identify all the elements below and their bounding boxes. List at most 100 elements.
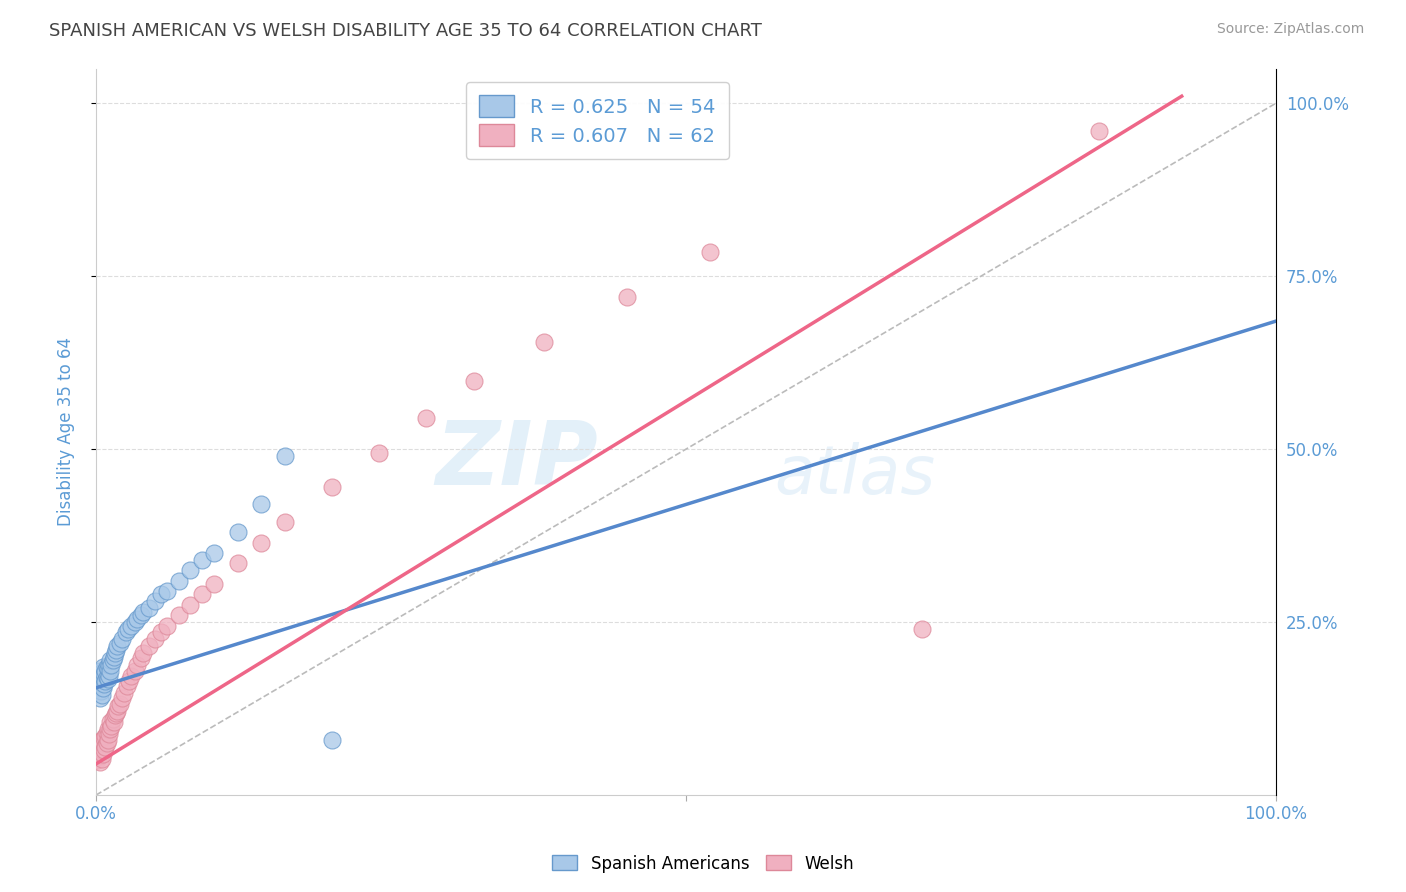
Point: [96, 660, 118, 674]
Point: [87, 677, 110, 691]
Point: [415, 411, 437, 425]
Point: [167, 608, 190, 623]
Point: [91, 747, 114, 761]
Point: [90, 747, 112, 762]
Point: [97, 732, 120, 747]
Point: [96, 736, 118, 750]
Point: [616, 290, 638, 304]
Point: [118, 673, 141, 688]
Point: [86, 743, 108, 757]
Point: [274, 449, 297, 463]
Point: [90, 688, 112, 702]
Point: [90, 684, 112, 698]
Point: [112, 686, 135, 700]
Point: [250, 535, 273, 549]
Point: [90, 732, 112, 747]
Point: [138, 640, 160, 654]
Point: [89, 755, 111, 769]
Point: [90, 667, 112, 681]
Point: [179, 563, 201, 577]
Point: [129, 608, 152, 623]
Point: [90, 752, 112, 766]
Point: [90, 738, 112, 752]
Point: [111, 632, 134, 647]
Point: [86, 754, 108, 768]
Point: [699, 244, 721, 259]
Point: [94, 739, 117, 754]
Point: [191, 553, 214, 567]
Point: [87, 739, 110, 754]
Point: [89, 664, 111, 678]
Point: [167, 574, 190, 588]
Point: [91, 660, 114, 674]
Point: [191, 587, 214, 601]
Point: [226, 556, 249, 570]
Point: [143, 632, 166, 647]
Point: [120, 669, 142, 683]
Point: [105, 642, 128, 657]
Point: [104, 708, 127, 723]
Point: [103, 649, 125, 664]
Point: [97, 662, 120, 676]
Point: [100, 657, 122, 672]
Point: [93, 677, 115, 691]
Point: [94, 673, 117, 688]
Point: [91, 670, 114, 684]
Point: [274, 515, 297, 529]
Point: [98, 653, 121, 667]
Point: [90, 743, 112, 757]
Point: [132, 646, 155, 660]
Point: [105, 704, 128, 718]
Point: [100, 719, 122, 733]
Point: [138, 601, 160, 615]
Point: [127, 612, 149, 626]
Text: ZIP: ZIP: [434, 417, 598, 504]
Point: [101, 712, 124, 726]
Point: [202, 577, 225, 591]
Point: [226, 525, 249, 540]
Point: [132, 605, 155, 619]
Point: [114, 625, 136, 640]
Point: [104, 646, 127, 660]
Point: [98, 664, 121, 678]
Point: [93, 743, 115, 757]
Point: [533, 334, 555, 349]
Point: [127, 657, 149, 672]
Point: [149, 625, 172, 640]
Point: [94, 664, 117, 678]
Point: [98, 715, 121, 730]
Text: atlas: atlas: [775, 442, 935, 508]
Text: Source: ZipAtlas.com: Source: ZipAtlas.com: [1216, 22, 1364, 37]
Point: [111, 691, 134, 706]
Point: [117, 622, 139, 636]
Point: [96, 670, 118, 684]
Point: [94, 729, 117, 743]
Point: [97, 672, 120, 686]
Point: [98, 669, 121, 683]
Point: [90, 665, 112, 679]
Point: [89, 691, 111, 706]
Point: [107, 699, 129, 714]
Legend: Spanish Americans, Welsh: Spanish Americans, Welsh: [546, 848, 860, 880]
Point: [156, 618, 179, 632]
Point: [101, 653, 124, 667]
Point: [93, 731, 115, 746]
Point: [96, 726, 118, 740]
Point: [108, 697, 131, 711]
Point: [368, 445, 391, 459]
Point: [89, 677, 111, 691]
Legend: R = 0.625   N = 54, R = 0.607   N = 62: R = 0.625 N = 54, R = 0.607 N = 62: [465, 82, 728, 160]
Text: SPANISH AMERICAN VS WELSH DISABILITY AGE 35 TO 64 CORRELATION CHART: SPANISH AMERICAN VS WELSH DISABILITY AGE…: [49, 22, 762, 40]
Point: [103, 715, 125, 730]
Point: [90, 673, 112, 688]
Point: [98, 657, 121, 672]
Point: [463, 374, 485, 388]
Point: [321, 480, 343, 494]
Point: [98, 727, 121, 741]
Point: [105, 706, 128, 721]
Point: [105, 640, 128, 654]
Point: [89, 745, 111, 759]
Point: [87, 670, 110, 684]
Point: [179, 598, 201, 612]
Point: [129, 651, 152, 665]
